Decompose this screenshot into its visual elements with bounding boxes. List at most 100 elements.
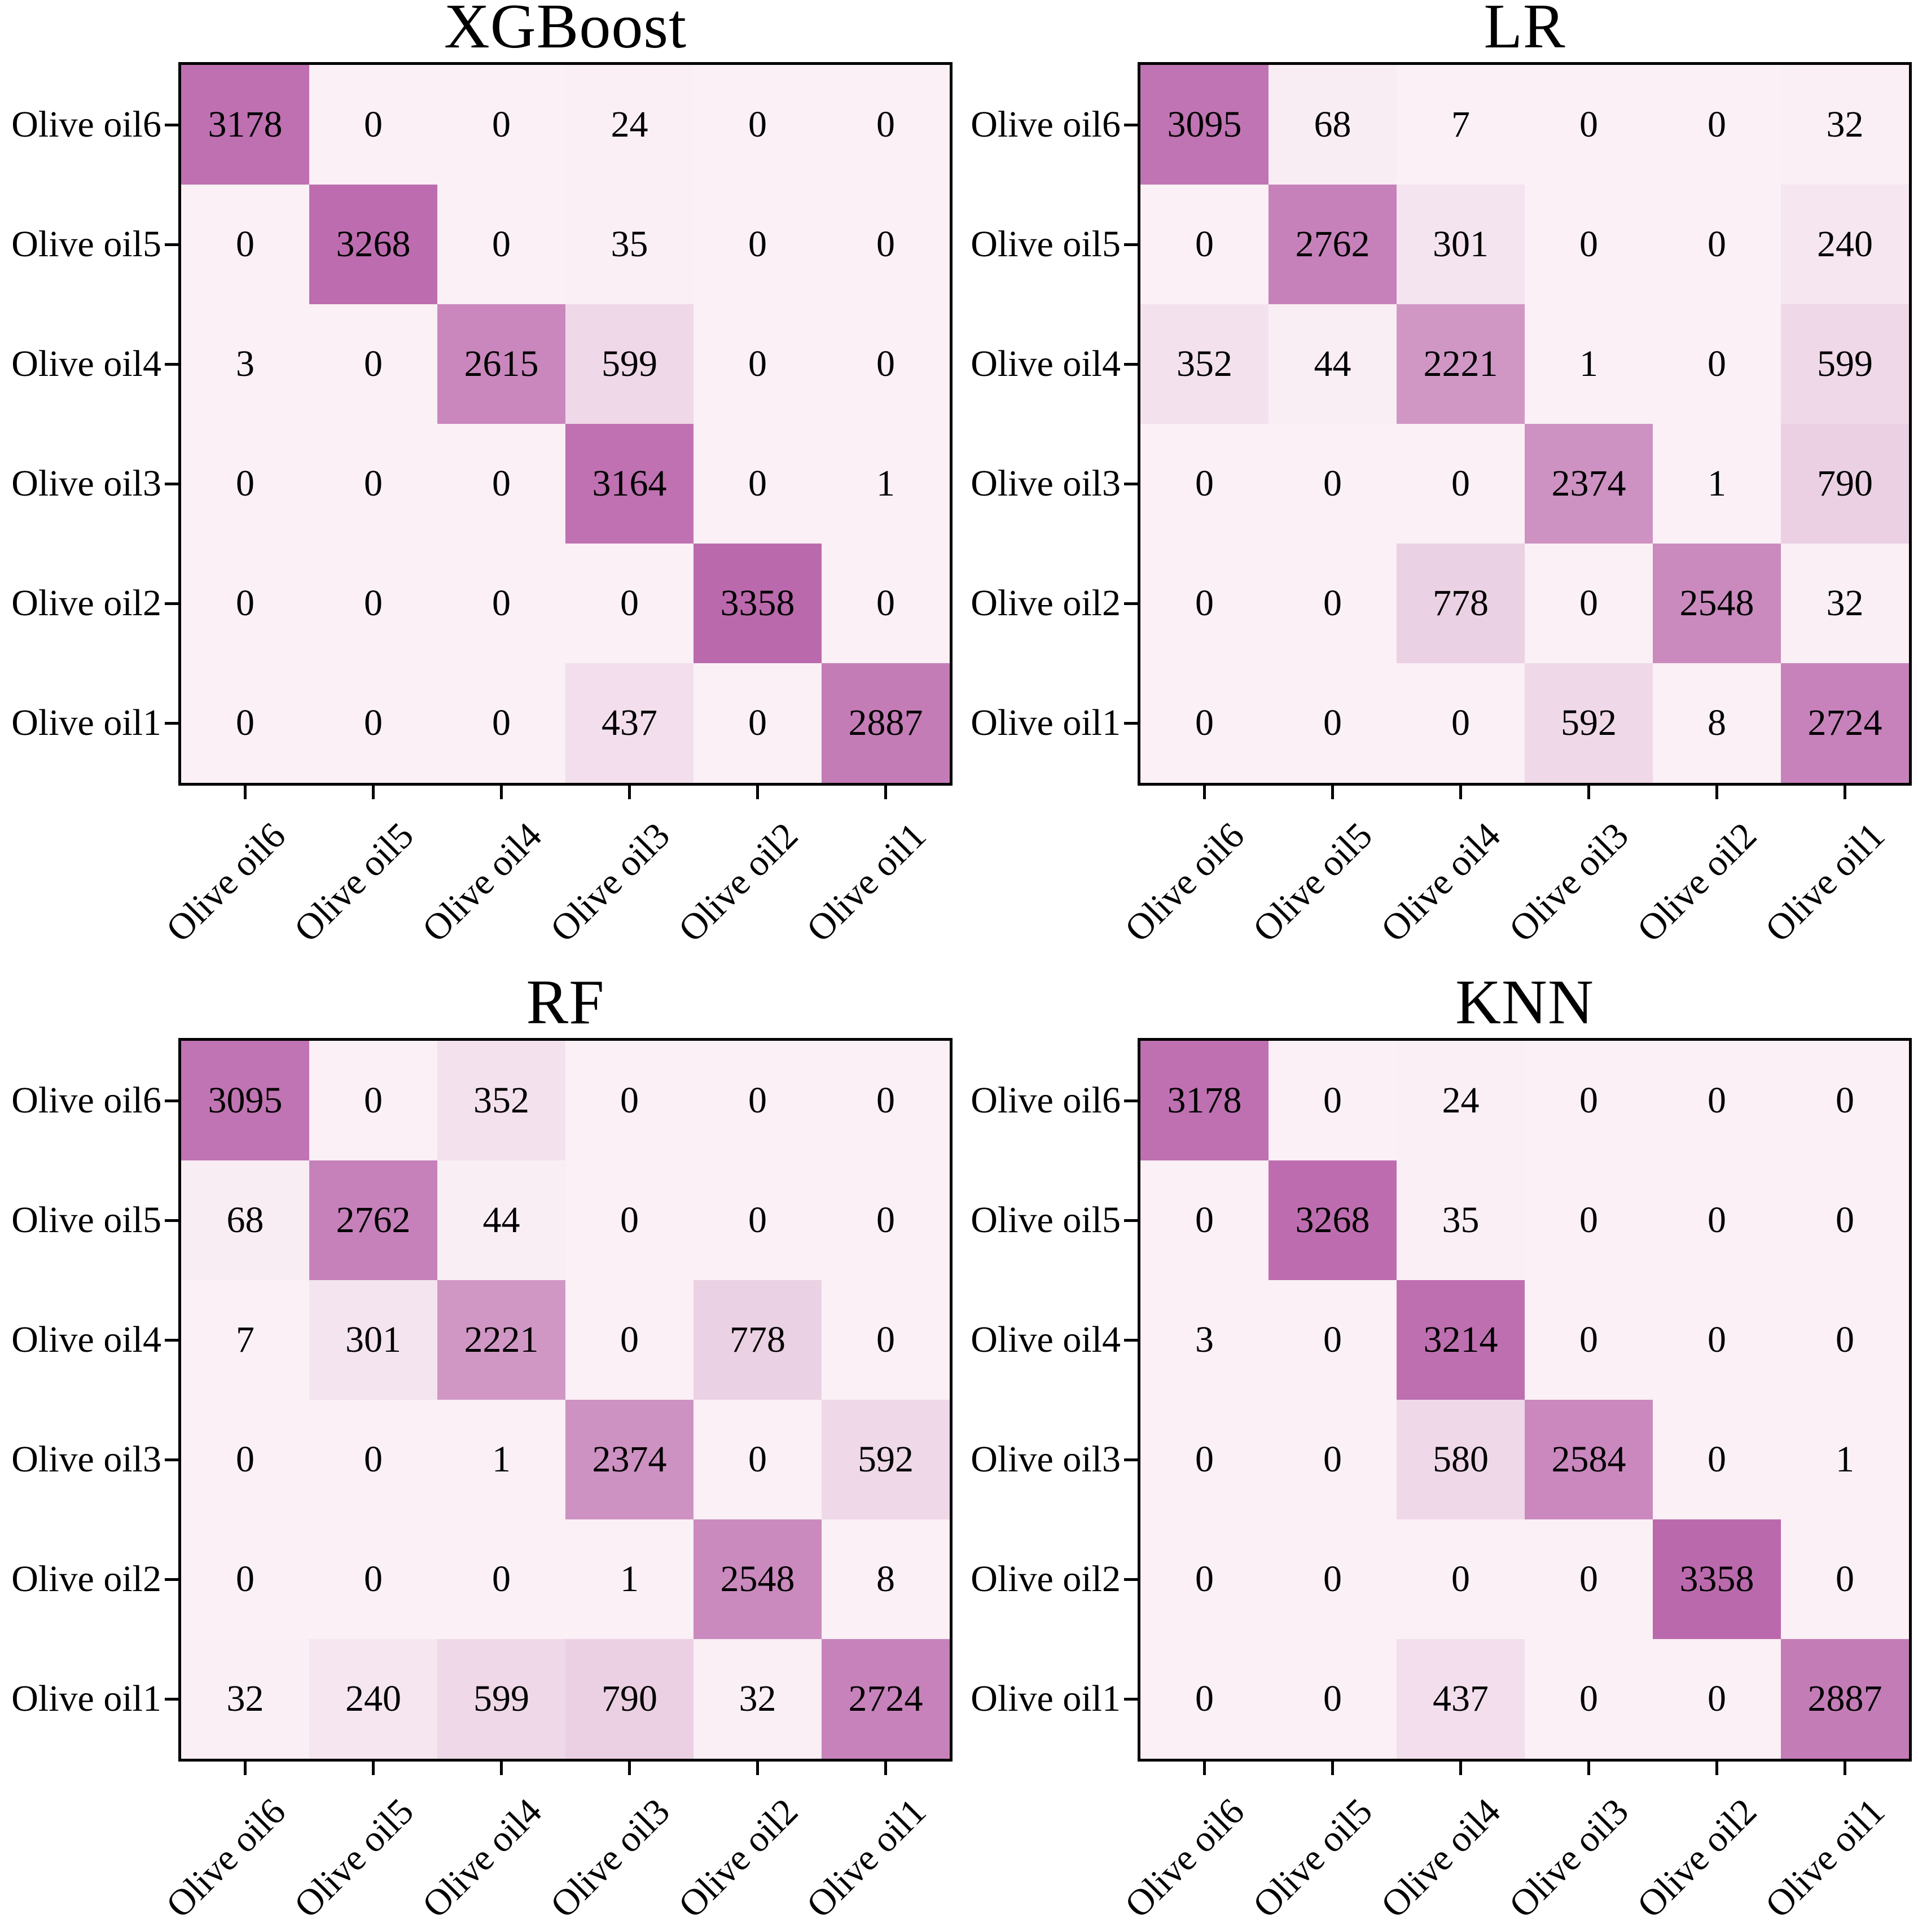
x-axis-label: Olive oil4: [1373, 1790, 1508, 1926]
heatmap-cell: 0: [822, 304, 950, 424]
heatmap-cell: 0: [309, 663, 437, 783]
x-axis-label: Olive oil2: [670, 1790, 806, 1926]
x-axis-tick: [756, 786, 759, 799]
heatmap-cell: 599: [565, 304, 694, 424]
heatmap-cell: 0: [1140, 424, 1269, 544]
heatmap-cell: 1: [437, 1400, 565, 1519]
heatmap-cell: 599: [437, 1639, 565, 1759]
y-axis-label: Olive oil6: [11, 1080, 161, 1121]
y-axis-label: Olive oil6: [971, 1080, 1121, 1121]
heatmap-cell: 0: [694, 304, 822, 424]
heatmap-cell: 599: [1781, 304, 1909, 424]
heatmap-cell: 0: [1140, 544, 1269, 663]
heatmap-cell: 3268: [1269, 1160, 1397, 1280]
y-axis-label: Olive oil4: [971, 1319, 1121, 1360]
heatmap-cell: 0: [181, 1519, 309, 1639]
heatmap-cell: 0: [181, 1400, 309, 1519]
heatmap-cell: 0: [1525, 1160, 1653, 1280]
heatmap-cell: 0: [1269, 424, 1397, 544]
chart-title-xgboost: XGBoost: [444, 0, 687, 62]
heatmap-cell: 0: [1653, 65, 1781, 185]
heatmap-cell: 0: [822, 1041, 950, 1160]
y-axis-tick: [165, 1219, 178, 1222]
heatmap-cell: 0: [1140, 1160, 1269, 1280]
heatmap-cell: 1: [565, 1519, 694, 1639]
y-axis-tick: [1124, 1338, 1138, 1342]
heatmap-cell: 0: [437, 424, 565, 544]
heatmap-cell: 0: [1525, 1041, 1653, 1160]
heatmap-cell: 8: [822, 1519, 950, 1639]
panel-rf: RF 3095 0 352 0 0 0 68 2762 44 0 0 0 7 301 2221 0 778 0 0 0…: [0, 966, 959, 1932]
heatmap-cell: 240: [309, 1639, 437, 1759]
heatmap-cell: 0: [181, 424, 309, 544]
panel-xgboost: XGBoost 3178 0 0 24 0 0 0 3268 0 35 0 0 3 0 2615 599 0 0 0…: [0, 0, 959, 966]
x-axis-tick: [1715, 1762, 1718, 1775]
heatmap-cell: 2762: [1269, 185, 1397, 304]
chart-title-rf: RF: [526, 967, 605, 1037]
y-axis-label: Olive oil3: [11, 463, 161, 504]
heatmap-cell: 0: [1269, 1639, 1397, 1759]
heatmap-cell: 2548: [1653, 544, 1781, 663]
heatmap-cell: 0: [694, 185, 822, 304]
heatmap-cell: 0: [1653, 1160, 1781, 1280]
heatmap-cell: 0: [1269, 663, 1397, 783]
x-axis-tick: [1459, 786, 1462, 799]
heatmap-cell: 0: [1653, 304, 1781, 424]
y-axis-label: Olive oil2: [971, 1558, 1121, 1600]
heatmap-cell: 2887: [1781, 1639, 1909, 1759]
x-axis-label: Olive oil2: [1629, 814, 1765, 950]
heatmap-cell: 0: [565, 1041, 694, 1160]
heatmap-cell: 3095: [181, 1041, 309, 1160]
heatmap-cell: 0: [1140, 663, 1269, 783]
y-axis-tick: [165, 243, 178, 246]
heatmap-cell: 0: [822, 1160, 950, 1280]
heatmap-cell: 2584: [1525, 1400, 1653, 1519]
heatmap-cell: 3: [181, 304, 309, 424]
heatmap-cell: 0: [1653, 185, 1781, 304]
heatmap-cell: 0: [1269, 1280, 1397, 1400]
heatmap-cell: 2221: [437, 1280, 565, 1400]
heatmap-cell: 0: [309, 1519, 437, 1639]
heatmap-cell: 790: [1781, 424, 1909, 544]
heatmap-cell: 0: [694, 65, 822, 185]
y-axis-tick: [1124, 482, 1138, 485]
heatmap-cell: 0: [1140, 1519, 1269, 1639]
x-axis-tick: [244, 1762, 247, 1775]
y-axis-label: Olive oil6: [11, 104, 161, 145]
x-axis-label: Olive oil2: [1629, 1790, 1765, 1926]
chart-title-lr: LR: [1484, 0, 1566, 62]
y-axis-tick: [1124, 1697, 1138, 1701]
x-axis-tick: [372, 1762, 375, 1775]
heatmap-cell: 1: [1653, 424, 1781, 544]
x-axis-label: Olive oil4: [1373, 814, 1508, 950]
heatmap-cell: 0: [1781, 1519, 1909, 1639]
heatmap-cell: 0: [437, 1519, 565, 1639]
y-axis-tick: [165, 123, 178, 126]
panel-lr: LR 3095 68 7 0 0 32 0 2762 301 0 0 240 352 44 2221 1 0 59…: [959, 0, 1918, 966]
y-axis-label: Olive oil1: [971, 1678, 1121, 1719]
heatmap-cell: 2724: [822, 1639, 950, 1759]
heatmap-cell: 7: [181, 1280, 309, 1400]
y-axis-label: Olive oil3: [971, 1439, 1121, 1480]
heatmap-cell: 0: [1525, 544, 1653, 663]
x-axis-tick: [628, 1762, 631, 1775]
y-axis-tick: [1124, 243, 1138, 246]
heatmap-cell: 0: [181, 185, 309, 304]
y-axis-tick: [165, 1099, 178, 1102]
heatmap-cell: 0: [1525, 1280, 1653, 1400]
x-axis-label: Olive oil6: [158, 814, 293, 950]
heatmap-cell: 0: [1397, 1519, 1525, 1639]
panel-knn: KNN 3178 0 24 0 0 0 0 3268 35 0 0 0 3 0 3214 0 0 0 0 0 580 25…: [959, 966, 1918, 1932]
heatmap-cell: 0: [1269, 1519, 1397, 1639]
heatmap-cell: 0: [309, 424, 437, 544]
x-axis-tick: [1844, 1762, 1846, 1775]
x-axis-label: Olive oil5: [286, 1790, 422, 1926]
heatmap-cell: 3164: [565, 424, 694, 544]
heatmap-cell: 1: [1525, 304, 1653, 424]
x-axis-label: Olive oil3: [542, 1790, 678, 1926]
y-axis-tick: [1124, 123, 1138, 126]
x-axis-tick: [500, 1762, 503, 1775]
heatmap-cell: 352: [437, 1041, 565, 1160]
heatmap-cell: 0: [437, 185, 565, 304]
